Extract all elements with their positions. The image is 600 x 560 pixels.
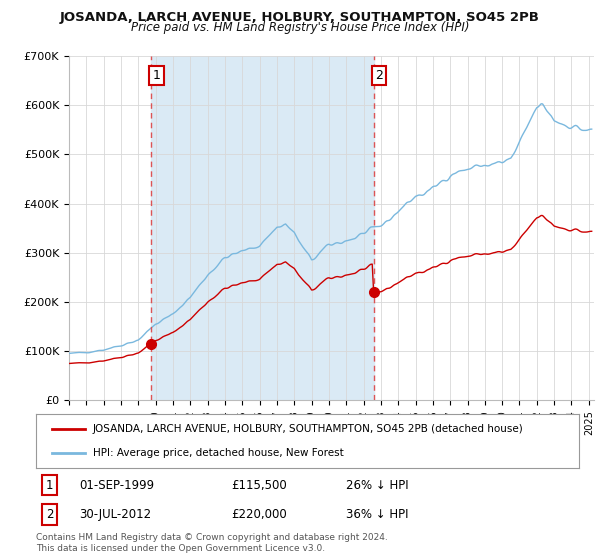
Text: 1: 1 bbox=[152, 69, 160, 82]
Text: Price paid vs. HM Land Registry's House Price Index (HPI): Price paid vs. HM Land Registry's House … bbox=[131, 21, 469, 34]
Text: £115,500: £115,500 bbox=[232, 479, 287, 492]
Text: 30-JUL-2012: 30-JUL-2012 bbox=[79, 508, 152, 521]
Text: JOSANDA, LARCH AVENUE, HOLBURY, SOUTHAMPTON, SO45 2PB: JOSANDA, LARCH AVENUE, HOLBURY, SOUTHAMP… bbox=[60, 11, 540, 24]
Text: 36% ↓ HPI: 36% ↓ HPI bbox=[346, 508, 408, 521]
Text: HPI: Average price, detached house, New Forest: HPI: Average price, detached house, New … bbox=[93, 447, 344, 458]
Text: Contains HM Land Registry data © Crown copyright and database right 2024.
This d: Contains HM Land Registry data © Crown c… bbox=[36, 533, 388, 553]
Text: JOSANDA, LARCH AVENUE, HOLBURY, SOUTHAMPTON, SO45 2PB (detached house): JOSANDA, LARCH AVENUE, HOLBURY, SOUTHAMP… bbox=[93, 424, 524, 435]
Text: 26% ↓ HPI: 26% ↓ HPI bbox=[346, 479, 408, 492]
Text: 1: 1 bbox=[46, 479, 53, 492]
Bar bbox=[151, 56, 374, 400]
Text: 2: 2 bbox=[46, 508, 53, 521]
Text: £220,000: £220,000 bbox=[232, 508, 287, 521]
Text: 2: 2 bbox=[375, 69, 383, 82]
Text: 01-SEP-1999: 01-SEP-1999 bbox=[79, 479, 155, 492]
